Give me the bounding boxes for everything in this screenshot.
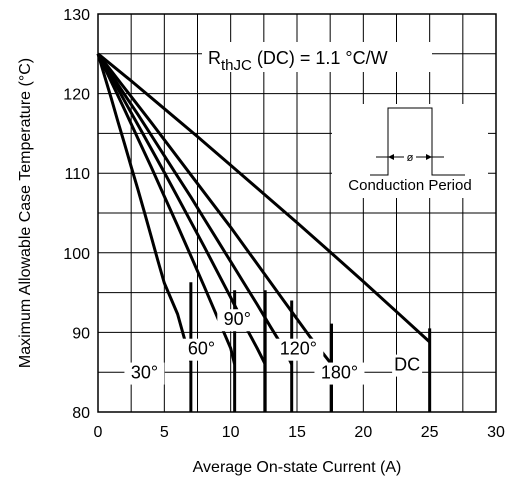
y-axis-label: Maximum Allowable Case Temperature (°C) — [17, 58, 34, 368]
series-label: 120° — [280, 339, 317, 359]
x-axis-label: Average On-state Current (A) — [193, 459, 402, 476]
series-label-bg — [124, 362, 165, 385]
series-label: 180° — [321, 363, 358, 383]
series-label: DC — [394, 355, 420, 375]
series-label: 90° — [224, 309, 251, 329]
series-line — [96, 53, 193, 363]
rthjc-rest: (DC) = 1.1 °C/W — [252, 48, 388, 68]
rthjc-main: R — [208, 48, 221, 68]
rthjc-label: RthJC (DC) = 1.1 °C/W — [208, 48, 388, 74]
y-tick-label: 90 — [72, 325, 90, 342]
series-label-bg — [273, 338, 324, 361]
series-label-bg — [217, 309, 258, 332]
x-tick-label: 0 — [94, 424, 103, 441]
series-line — [96, 53, 237, 365]
series-label: 30° — [131, 363, 158, 383]
x-tick-label: 30 — [487, 424, 505, 441]
y-tick-label: 80 — [72, 405, 90, 422]
x-tick-label: 25 — [421, 424, 439, 441]
phi-symbol: ø — [407, 152, 414, 164]
y-tick-label: 120 — [63, 87, 90, 104]
series-label-bg — [314, 362, 365, 385]
conduction-bg — [332, 104, 488, 198]
x-tick-label: 5 — [160, 424, 169, 441]
conduction-diagram: ø Conduction Period — [332, 104, 488, 198]
x-tick-label: 10 — [222, 424, 240, 441]
ticks: 0 5 10 15 20 25 30 80 90 100 110 120 130 — [63, 7, 505, 441]
series-line — [97, 52, 431, 344]
series-line — [96, 52, 333, 366]
y-tick-label: 130 — [63, 7, 90, 24]
series-label-bg — [181, 338, 222, 361]
arrow-head-right — [426, 154, 432, 160]
x-tick-label: 20 — [354, 424, 372, 441]
pulse-shape — [370, 107, 465, 176]
y-tick-label: 100 — [63, 246, 90, 263]
y-tick-label: 110 — [64, 166, 90, 183]
series-labels: 30° 60° 90° 120°180° DC — [124, 309, 423, 385]
rthjc-sub: thJC — [221, 57, 252, 74]
rthjc-label-bg — [202, 42, 432, 72]
series-line — [96, 52, 294, 365]
arrow-head-left — [388, 154, 394, 160]
x-tick-label: 15 — [288, 424, 306, 441]
series-label-bg — [392, 354, 423, 377]
series-label: 60° — [188, 339, 215, 359]
conduction-period-label: Conduction Period — [348, 177, 471, 194]
plot-frame — [97, 13, 497, 413]
